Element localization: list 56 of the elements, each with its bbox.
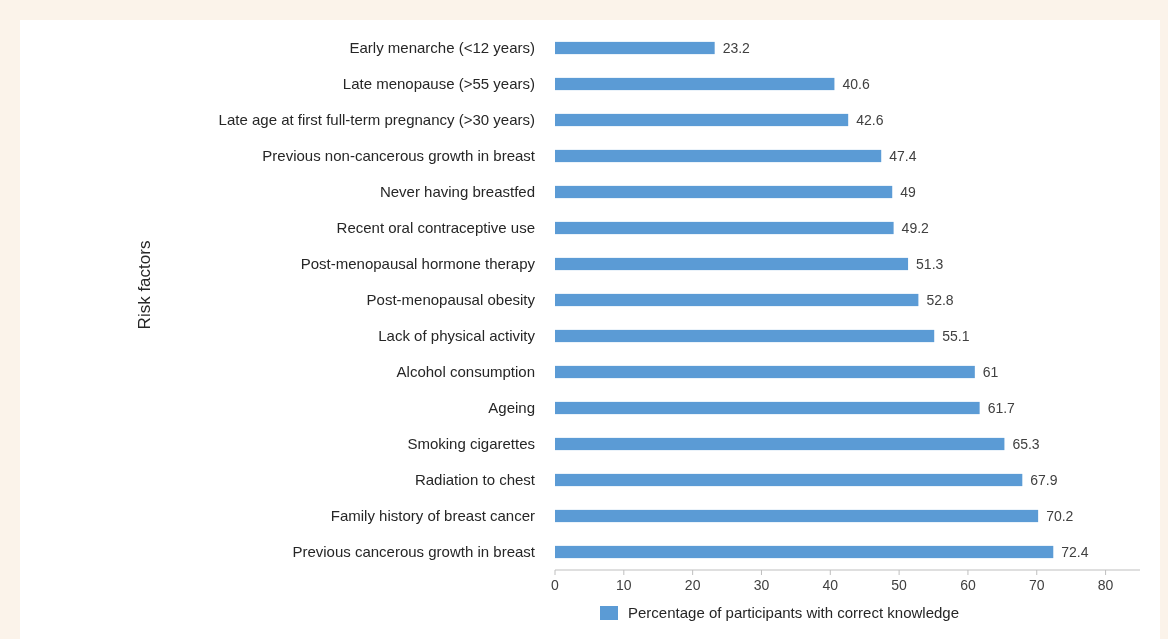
y-tick-label: Lack of physical activity (378, 327, 536, 345)
y-tick-label: Never having breastfed (379, 183, 535, 201)
bar (555, 365, 975, 379)
y-tick-label: Radiation to chest (414, 471, 536, 489)
x-tick-label: 50 (891, 577, 908, 593)
bar (555, 545, 1054, 559)
x-tick-label: 60 (960, 577, 976, 593)
x-tick-label: 40 (822, 577, 839, 593)
data-label: 47.4 (889, 147, 917, 164)
data-label: 61 (982, 363, 999, 380)
x-tick-label: 20 (684, 577, 701, 593)
data-label: 52.8 (926, 291, 954, 308)
y-tick-label: Early menarche (<12 years) (349, 39, 535, 57)
bar (555, 185, 893, 199)
y-tick-label: Post-menopausal hormone therapy (300, 255, 536, 273)
y-tick-label: Late age at first full-term pregnancy (>30 years) (218, 111, 535, 129)
bar (555, 221, 894, 235)
bar (555, 293, 919, 307)
bar (555, 113, 849, 127)
x-tick-label: 70 (1028, 577, 1045, 593)
bar (555, 437, 1005, 451)
y-tick-label: Previous non-cancerous growth in breast (262, 147, 536, 165)
bar (555, 473, 1023, 487)
data-label: 65.3 (1012, 435, 1040, 452)
data-label: 67.9 (1030, 471, 1058, 488)
bar (555, 401, 980, 415)
y-tick-label: Alcohol consumption (396, 363, 535, 381)
y-tick-label: Recent oral contraceptive use (336, 219, 535, 237)
y-tick-label: Post-menopausal obesity (366, 291, 536, 309)
data-label: 72.4 (1061, 543, 1089, 560)
x-tick-label: 10 (616, 577, 632, 593)
bar (555, 509, 1039, 523)
data-label: 55.1 (942, 327, 970, 344)
x-tick-label: 30 (753, 577, 770, 593)
y-axis-title: Risk factors (135, 240, 154, 330)
y-tick-label: Late menopause (>55 years) (342, 75, 535, 93)
bar (555, 41, 715, 55)
bar (555, 257, 909, 271)
y-tick-label: Family history of breast cancer (330, 507, 535, 525)
x-tick-label: 80 (1097, 577, 1114, 593)
data-label: 49 (900, 183, 917, 200)
data-label: 70.2 (1046, 507, 1074, 524)
data-label: 49.2 (901, 219, 930, 236)
y-tick-label: Smoking cigarettes (407, 435, 535, 453)
x-tick-label: 0 (551, 577, 560, 593)
data-label: 42.6 (856, 111, 884, 128)
y-tick-label: Previous cancerous growth in breast (292, 543, 536, 561)
legend-label: Percentage of participants with correct knowledge (628, 604, 960, 622)
y-tick-label: Ageing (488, 399, 535, 417)
data-label: 61.7 (987, 399, 1016, 416)
bar (555, 329, 935, 343)
bar (555, 149, 882, 163)
data-label: 40.6 (842, 75, 870, 92)
data-label: 23.2 (722, 39, 751, 56)
bar (555, 77, 835, 91)
data-label: 51.3 (916, 255, 944, 272)
